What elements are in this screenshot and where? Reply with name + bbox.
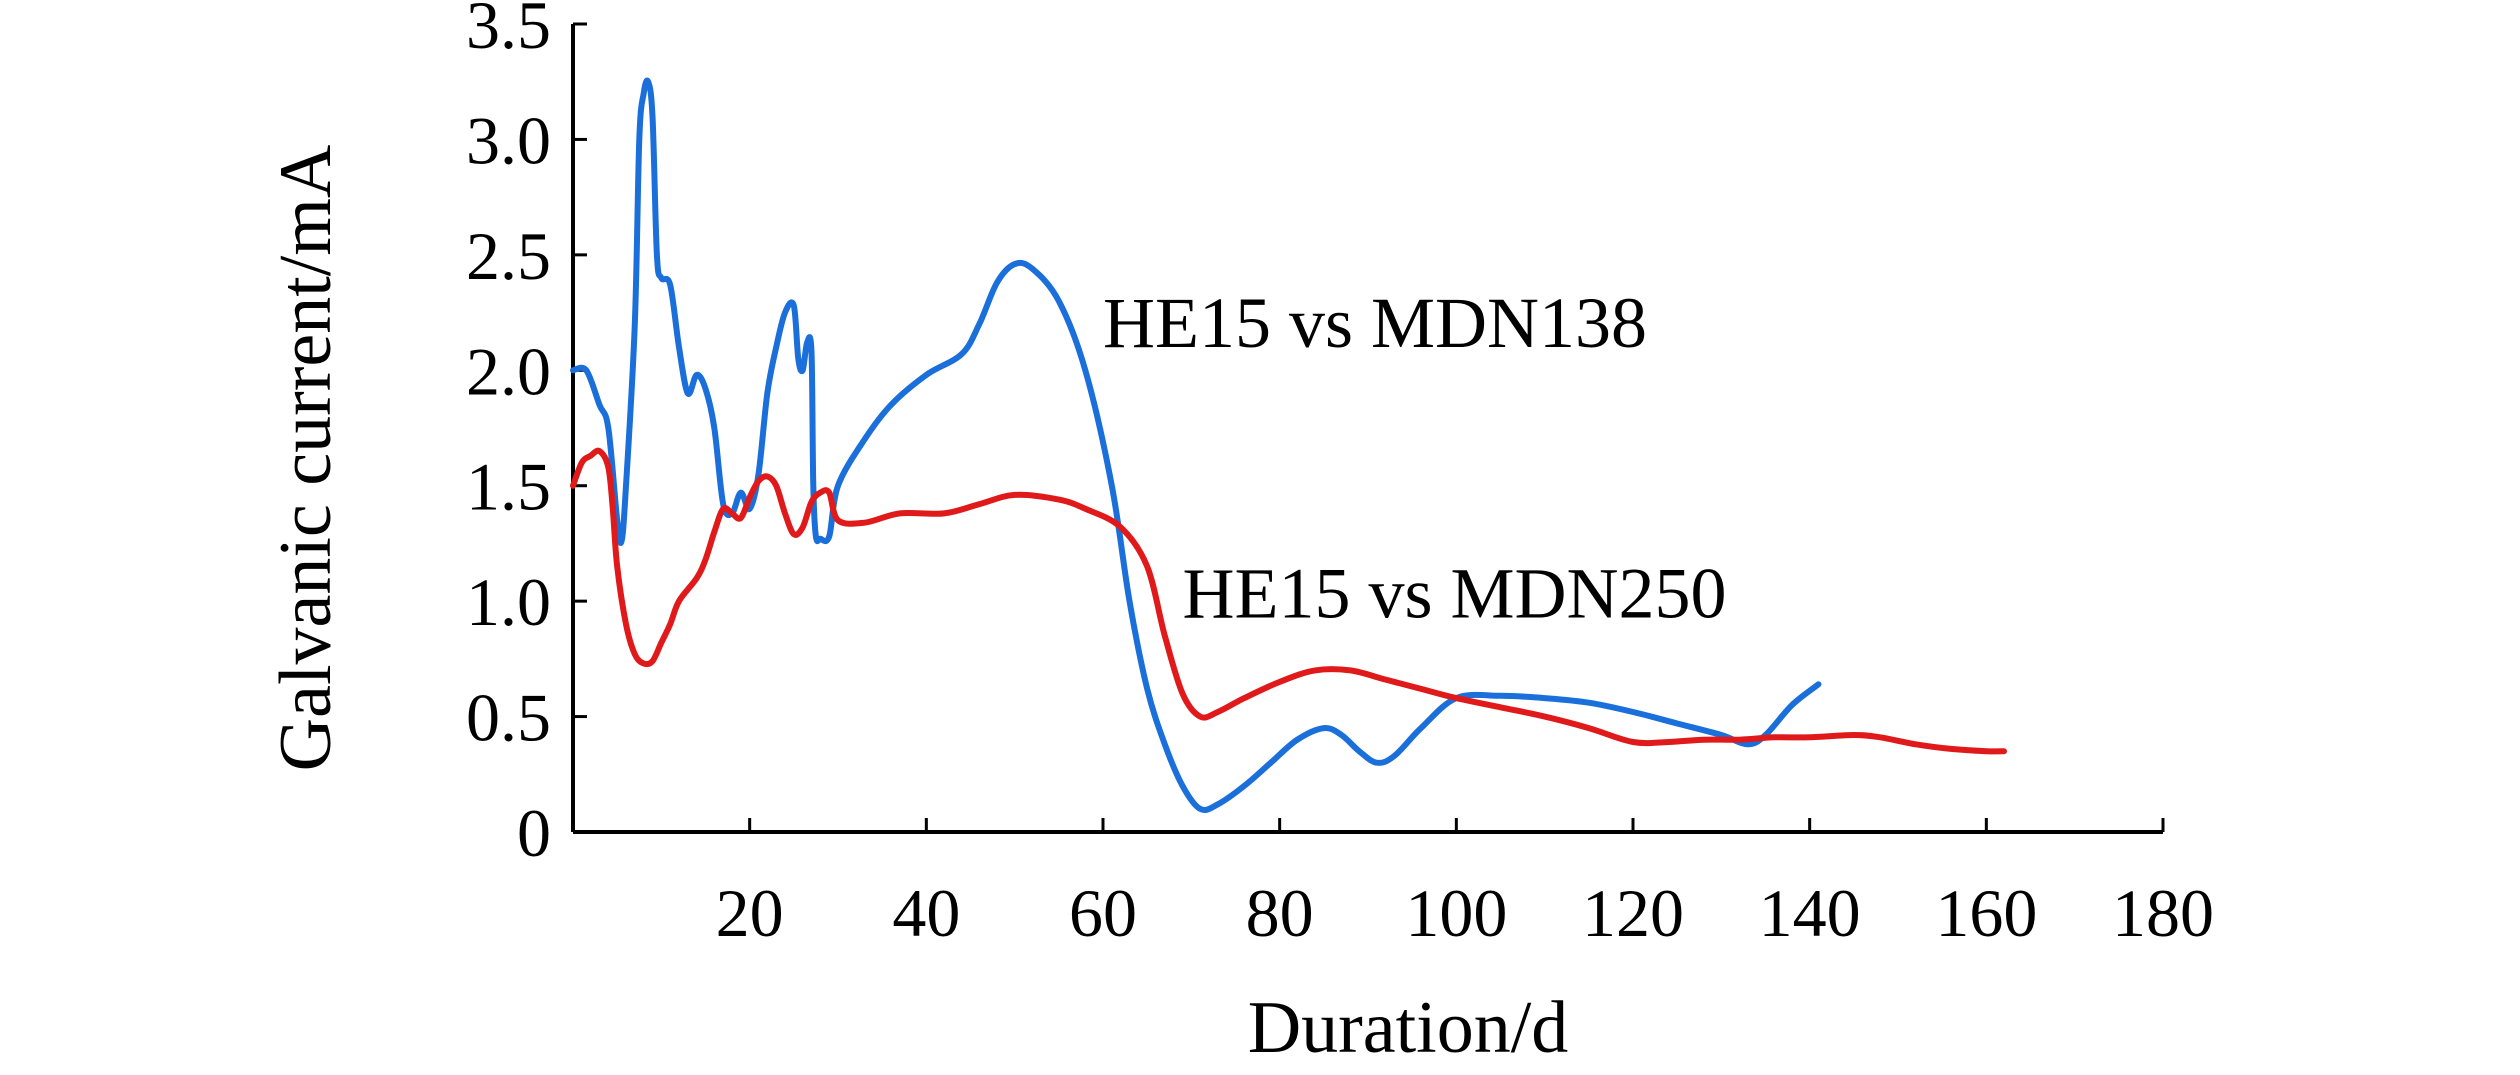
x-tick-label: 120	[1582, 875, 1684, 951]
x-tick-label: 140	[1759, 875, 1861, 951]
x-axis-ticks: 20 40 60 80 100 120 140 160 180	[716, 818, 2214, 951]
y-axis-title: Galvanic current/mA	[265, 145, 347, 772]
x-axis-title: Duration/d	[1248, 987, 1569, 1069]
series-labels: HE15 vs MDN138 HE15 vs MDN250	[1103, 283, 1727, 633]
plot-area: 20 40 60 80 100 120 140 160 180 0 0.5 1.0 1.5 2.0 2.5…	[466, 0, 2214, 951]
series-line-1	[570, 77, 1822, 814]
y-tick-label: 2.0	[466, 333, 551, 409]
x-tick-label: 180	[2112, 875, 2214, 951]
x-tick-label: 80	[1246, 875, 1314, 951]
y-tick-label: 3.0	[466, 102, 551, 178]
y-tick-label: 0.5	[466, 680, 551, 756]
y-axis-ticks: 0 0.5 1.0 1.5 2.0 2.5 3.0 3.5	[466, 0, 587, 871]
y-tick-label: 3.5	[466, 0, 551, 63]
series-line-2	[570, 447, 2007, 755]
x-tick-label: 100	[1405, 875, 1507, 951]
x-tick-label: 60	[1069, 875, 1137, 951]
y-tick-label: 1.0	[466, 564, 551, 640]
x-tick-label: 160	[1935, 875, 2037, 951]
y-tick-label: 1.5	[466, 449, 551, 525]
series-label-1: HE15 vs MDN138	[1103, 283, 1647, 363]
series-label-2: HE15 vs MDN250	[1183, 553, 1727, 633]
x-tick-label: 40	[892, 875, 960, 951]
y-tick-label: 2.5	[466, 218, 551, 294]
x-tick-label: 20	[716, 875, 784, 951]
y-tick-label: 0	[517, 795, 551, 871]
series-lines	[570, 77, 2007, 814]
